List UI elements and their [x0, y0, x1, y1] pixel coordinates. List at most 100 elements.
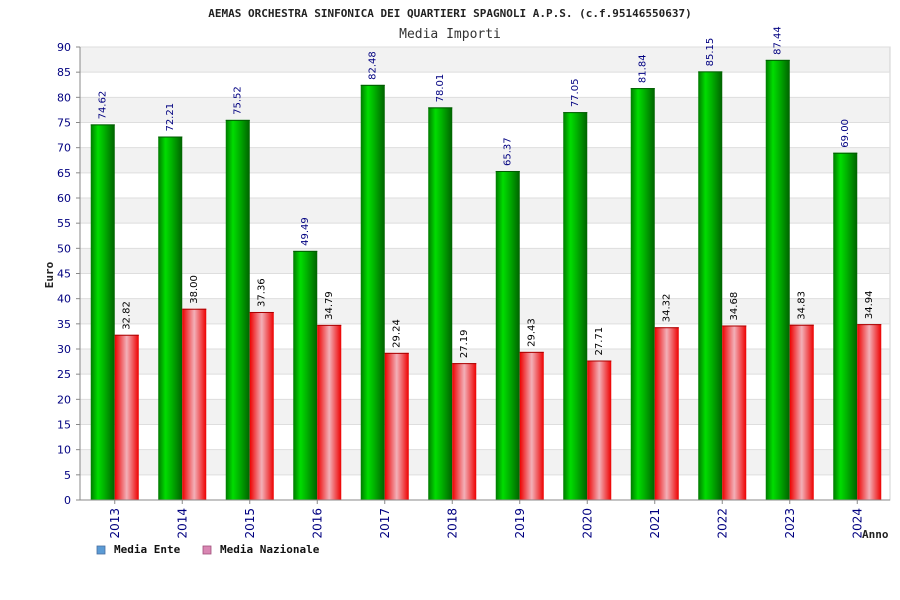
x-tick-label: 2018 — [445, 508, 459, 539]
plot-band — [80, 349, 890, 375]
axes-layer: 0 5 10 15 20 25 30 35 40 45 50 55 60 65 70 75 80 85 90 2013… — [57, 41, 890, 539]
data-label-media-ente: 65.37 — [503, 137, 514, 166]
legend-label-media-nazionale: Media Nazionale — [220, 543, 320, 556]
y-axis-title: Euro — [43, 261, 56, 288]
plot-band — [80, 248, 890, 274]
x-tick-label: 2014 — [175, 508, 189, 539]
data-label-media-nazionale: 29.43 — [527, 318, 538, 347]
plot-band — [80, 147, 890, 173]
bar-media-nazionale — [722, 325, 747, 500]
x-tick-label: 2023 — [783, 508, 797, 539]
y-tick-label: 30 — [57, 343, 71, 356]
y-tick-label: 65 — [57, 167, 71, 180]
bar-media-ente — [428, 107, 453, 500]
y-tick-label: 40 — [57, 293, 71, 306]
bar-media-ente — [833, 152, 858, 500]
x-tick-label: 2015 — [243, 508, 257, 539]
data-label-media-nazionale: 34.83 — [797, 291, 808, 320]
data-label-media-ente: 49.49 — [300, 217, 311, 246]
data-label-media-nazionale: 34.68 — [729, 292, 740, 321]
data-label-media-ente: 85.15 — [705, 38, 716, 67]
y-tick-label: 25 — [57, 368, 71, 381]
x-tick-label: 2022 — [715, 508, 729, 539]
bar-media-nazionale — [857, 324, 882, 500]
x-axis-title: Anno — [862, 528, 889, 541]
bar-media-ente — [698, 71, 723, 500]
y-tick-label: 85 — [57, 66, 71, 79]
bar-media-nazionale — [519, 351, 544, 500]
y-tick-label: 55 — [57, 217, 71, 230]
data-label-media-ente: 74.62 — [98, 91, 109, 120]
chart-subtitle: Media Importi — [399, 27, 501, 42]
y-tick-label: 0 — [64, 494, 71, 507]
y-tick-label: 80 — [57, 91, 71, 104]
x-tick-label: 2017 — [378, 508, 392, 539]
plot-band — [80, 399, 890, 425]
y-tick-label: 70 — [57, 142, 71, 155]
y-tick-label: 5 — [64, 469, 71, 482]
data-label-media-nazionale: 27.19 — [459, 330, 470, 359]
y-tick-label: 60 — [57, 192, 71, 205]
bar-media-nazionale — [452, 363, 477, 500]
bar-media-ente — [630, 88, 655, 501]
data-label-media-ente: 78.01 — [435, 74, 446, 103]
data-label-media-nazionale: 34.94 — [864, 290, 875, 319]
y-tick-label: 75 — [57, 117, 71, 130]
bar-media-ente — [90, 124, 115, 501]
chart-title: AEMAS ORCHESTRA SINFONICA DEI QUARTIERI … — [208, 7, 691, 20]
bar-media-nazionale — [182, 308, 207, 500]
data-label-media-nazionale: 34.79 — [324, 291, 335, 320]
data-label-media-nazionale: 32.82 — [122, 301, 133, 330]
data-label-media-ente: 87.44 — [773, 26, 784, 55]
x-tick-label: 2019 — [513, 508, 527, 539]
bar-media-ente — [293, 250, 318, 500]
bar-media-ente — [563, 112, 588, 500]
plot-band — [80, 198, 890, 224]
data-label-media-nazionale: 27.71 — [594, 327, 605, 356]
x-tick-label: 2024 — [850, 508, 864, 539]
bar-media-ente — [158, 136, 183, 500]
data-label-media-ente: 81.84 — [638, 54, 649, 83]
data-label-media-ente: 77.05 — [570, 79, 581, 108]
legend-swatch-media-ente — [96, 545, 106, 555]
bar-media-nazionale — [384, 352, 409, 500]
bar-media-nazionale — [114, 334, 139, 500]
data-label-media-ente: 69.00 — [840, 119, 851, 148]
plot-band — [80, 449, 890, 475]
data-label-media-ente: 72.21 — [165, 103, 176, 132]
bar-media-nazionale — [249, 311, 274, 500]
legend: Media Ente Media Nazionale — [96, 543, 320, 556]
plot-band — [80, 97, 890, 123]
y-tick-label: 45 — [57, 268, 71, 281]
legend-swatch-media-nazionale — [202, 545, 212, 555]
bar-media-nazionale — [587, 360, 612, 500]
x-tick-label: 2013 — [108, 508, 122, 539]
y-tick-label: 50 — [57, 242, 71, 255]
bar-media-ente — [495, 170, 520, 500]
bar-media-ente — [360, 84, 385, 500]
plot-bands-layer — [79, 46, 891, 501]
data-label-media-nazionale: 37.36 — [257, 278, 268, 307]
x-tick-label: 2021 — [648, 508, 662, 539]
plot-band — [80, 47, 890, 73]
y-tick-label: 35 — [57, 318, 71, 331]
legend-label-media-ente: Media Ente — [114, 543, 181, 556]
bars-layer — [90, 59, 882, 501]
data-label-media-nazionale: 34.32 — [662, 294, 673, 323]
gridlines-layer — [80, 46, 890, 476]
bar-media-nazionale — [789, 324, 814, 500]
bar-media-ente — [225, 119, 250, 501]
x-tick-label: 2020 — [580, 508, 594, 539]
data-label-media-nazionale: 38.00 — [189, 275, 200, 304]
y-tick-label: 15 — [57, 419, 71, 432]
data-labels-layer: 74.62 32.82 72.21 38.00 75.52 37.36 49.49 34.79… — [98, 26, 876, 358]
data-label-media-nazionale: 29.24 — [392, 319, 403, 348]
bar-media-nazionale — [317, 324, 342, 500]
bar-media-ente — [765, 59, 790, 500]
y-tick-label: 20 — [57, 393, 71, 406]
y-tick-label: 10 — [57, 444, 71, 457]
y-tick-label: 90 — [57, 41, 71, 54]
data-label-media-ente: 82.48 — [368, 51, 379, 80]
bar-media-nazionale — [654, 327, 679, 500]
